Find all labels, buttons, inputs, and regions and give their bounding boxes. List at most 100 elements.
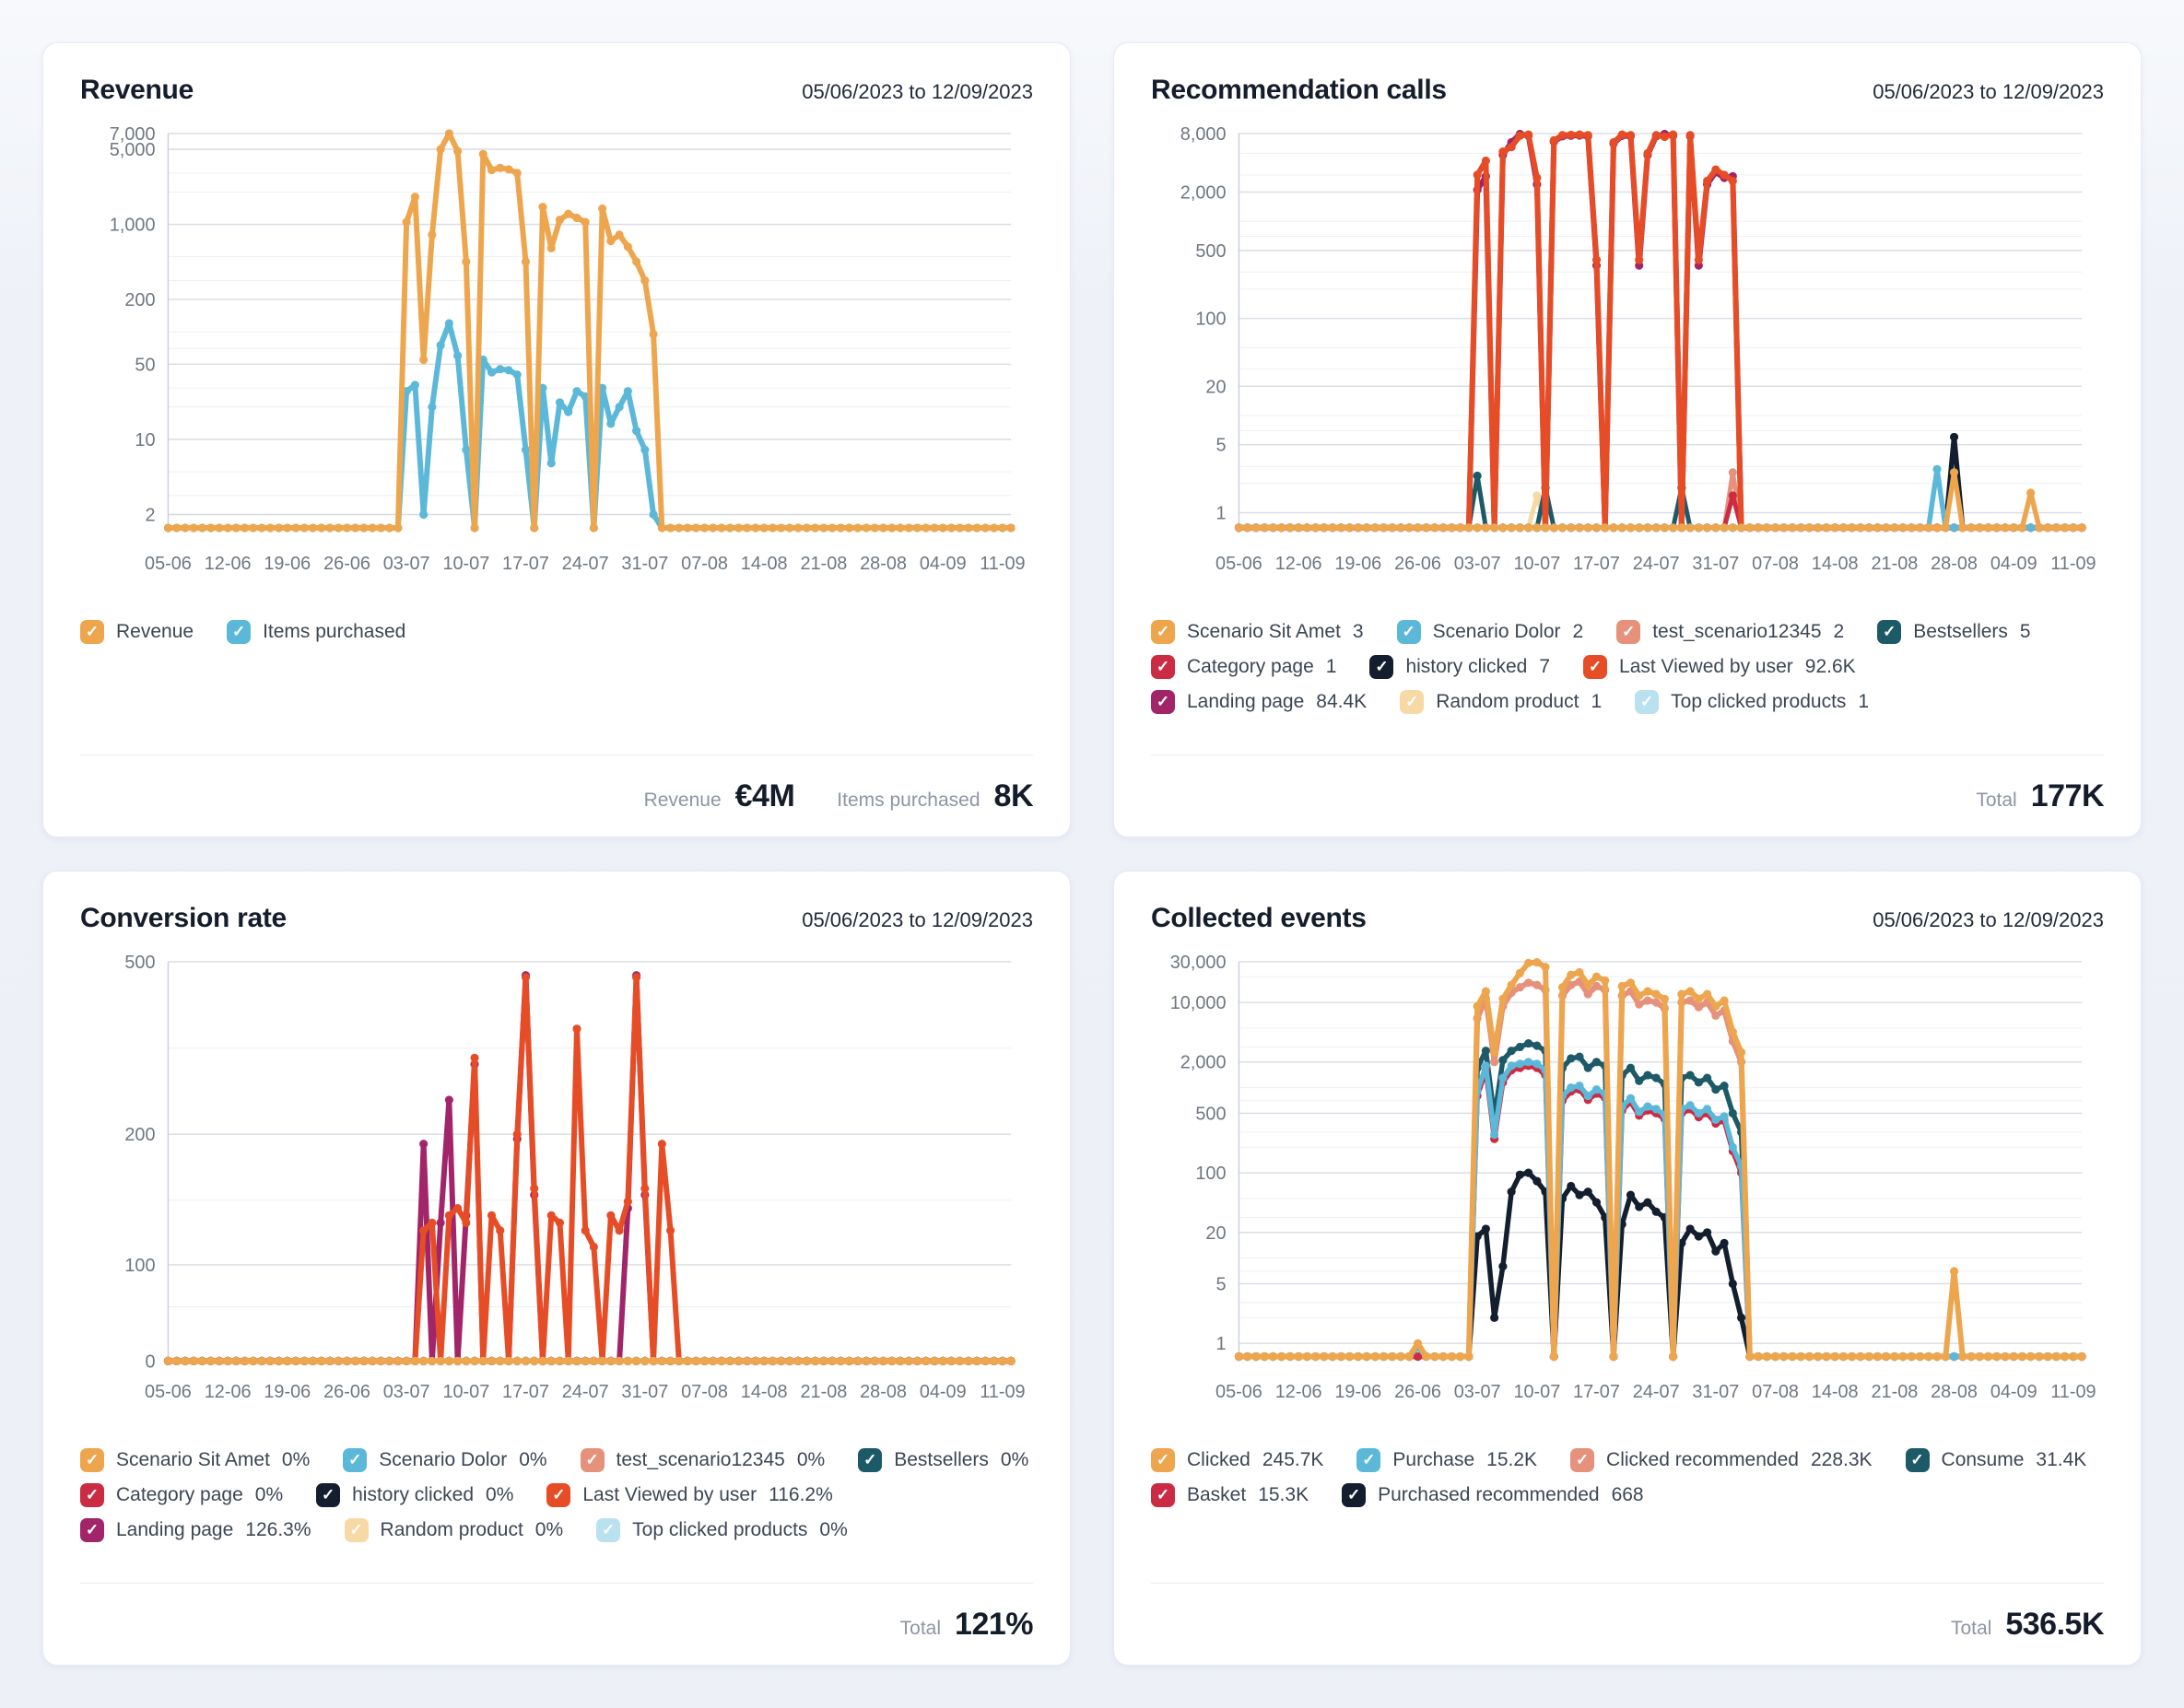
legend-value: 668 bbox=[1611, 1483, 1644, 1505]
spacer bbox=[1151, 1507, 2104, 1583]
legend-item: ✓ Landing page 126.3% bbox=[80, 1517, 311, 1542]
legend-checkbox[interactable]: ✓ bbox=[1396, 619, 1421, 644]
legend-checkbox[interactable]: ✓ bbox=[1635, 689, 1660, 714]
legend-checkbox[interactable]: ✓ bbox=[1905, 1447, 1930, 1472]
legend-value: 245.7K bbox=[1262, 1448, 1324, 1470]
svg-text:11-09: 11-09 bbox=[2050, 554, 2096, 574]
svg-text:07-08: 07-08 bbox=[681, 554, 728, 574]
legend-value: 0% bbox=[1000, 1448, 1029, 1470]
svg-text:07-08: 07-08 bbox=[1752, 554, 1799, 574]
legend-label: Random product bbox=[380, 1518, 523, 1540]
legend-checkbox[interactable]: ✓ bbox=[1400, 689, 1425, 714]
card-header: Conversion rate 05/06/2023 to 12/09/2023 bbox=[80, 903, 1033, 934]
page-title-recommendation-calls: Recommendation calls bbox=[1151, 75, 1447, 105]
svg-text:14-08: 14-08 bbox=[741, 1382, 788, 1402]
legend-item: ✓ Category page 1 bbox=[1151, 654, 1337, 679]
page-title-conversion-rate: Conversion rate bbox=[80, 903, 287, 933]
svg-text:20: 20 bbox=[1205, 377, 1226, 397]
svg-text:200: 200 bbox=[124, 290, 155, 310]
legend-checkbox[interactable]: ✓ bbox=[1369, 654, 1394, 679]
total-label: Revenue bbox=[643, 789, 722, 811]
legend-checkbox[interactable]: ✓ bbox=[1583, 654, 1608, 679]
legend-checkbox[interactable]: ✓ bbox=[316, 1482, 341, 1507]
legend-value: 1 bbox=[1325, 655, 1337, 677]
legend-label: Items purchased bbox=[263, 620, 406, 642]
svg-text:11-09: 11-09 bbox=[2050, 1382, 2096, 1402]
legend-label: Scenario Dolor bbox=[379, 1448, 508, 1470]
legend-checkbox[interactable]: ✓ bbox=[80, 1447, 104, 1472]
legend-item: ✓ Bestsellers 5 bbox=[1877, 619, 2031, 644]
svg-text:21-08: 21-08 bbox=[1871, 1382, 1918, 1402]
legend-checkbox[interactable]: ✓ bbox=[80, 1482, 104, 1507]
legend-item: ✓ Clicked 245.7K bbox=[1151, 1447, 1324, 1472]
legend-value: 0% bbox=[819, 1518, 848, 1540]
legend-checkbox[interactable]: ✓ bbox=[1151, 619, 1175, 644]
legend-item: ✓ Category page 0% bbox=[80, 1482, 283, 1507]
legend-checkbox[interactable]: ✓ bbox=[343, 1447, 368, 1472]
legend-checkbox[interactable]: ✓ bbox=[1151, 654, 1175, 679]
legend-value: 31.4K bbox=[2036, 1448, 2087, 1470]
legend-item: ✓ Revenue bbox=[80, 619, 194, 644]
total: Total 536.5K bbox=[1951, 1607, 2104, 1643]
svg-text:28-08: 28-08 bbox=[1931, 1382, 1978, 1402]
legend-item: ✓ Clicked recommended 228.3K bbox=[1570, 1447, 1873, 1472]
total-value: 536.5K bbox=[2005, 1606, 2104, 1642]
svg-text:04-09: 04-09 bbox=[1990, 554, 2037, 574]
total: Total 177K bbox=[1976, 778, 2104, 814]
legend-value: 2 bbox=[1572, 620, 1584, 642]
svg-text:21-08: 21-08 bbox=[800, 1382, 847, 1402]
svg-text:5: 5 bbox=[1215, 436, 1226, 456]
legend-checkbox[interactable]: ✓ bbox=[580, 1447, 605, 1472]
legend-checkbox[interactable]: ✓ bbox=[344, 1517, 369, 1542]
legend-label: Purchase bbox=[1392, 1448, 1475, 1470]
legend-item: ✓ Basket 15.3K bbox=[1151, 1482, 1309, 1507]
svg-text:200: 200 bbox=[124, 1125, 155, 1145]
card-header: Revenue 05/06/2023 to 12/09/2023 bbox=[80, 75, 1033, 106]
legend-checkbox[interactable]: ✓ bbox=[80, 1517, 104, 1542]
legend-item: ✓ Last Viewed by user 116.2% bbox=[546, 1482, 833, 1507]
legend-label: Random product bbox=[1436, 690, 1579, 712]
svg-text:19-06: 19-06 bbox=[1334, 1382, 1381, 1402]
legend-checkbox[interactable]: ✓ bbox=[1616, 619, 1641, 644]
svg-text:500: 500 bbox=[1195, 241, 1226, 262]
legend-checkbox[interactable]: ✓ bbox=[1151, 689, 1175, 714]
recommendation-calls-chart: 8,000 2,000 500 100 20 5 1 05-06 12-06 19-06 26-06… bbox=[1151, 119, 2104, 618]
collected-events-chart: 30,000 10,000 2,000 500 100 20 5 1 05-06 12-06 19-… bbox=[1151, 947, 2104, 1446]
svg-text:07-08: 07-08 bbox=[1752, 1382, 1799, 1402]
recommendation-calls-chart-canvas[interactable]: 8,000 2,000 500 100 20 5 1 05-06 12-06 19-06 26-06… bbox=[1151, 119, 2104, 618]
legend-checkbox[interactable]: ✓ bbox=[1877, 619, 1902, 644]
revenue-card: Revenue 05/06/2023 to 12/09/2023 7,000 5,… bbox=[42, 42, 1071, 837]
total: Items purchased 8K bbox=[837, 778, 1033, 814]
legend-label: history clicked bbox=[1405, 655, 1528, 677]
svg-text:31-07: 31-07 bbox=[1692, 554, 1739, 574]
legend-checkbox[interactable]: ✓ bbox=[546, 1482, 571, 1507]
legend-item: ✓ Scenario Dolor 0% bbox=[343, 1447, 547, 1472]
total-value: €4M bbox=[734, 778, 795, 813]
legend-checkbox[interactable]: ✓ bbox=[1151, 1482, 1175, 1507]
recommendation-calls-legend: ✓ Scenario Sit Amet 3 ✓ Scenario Dolor 2 ✓ test… bbox=[1151, 619, 2104, 714]
svg-text:24-07: 24-07 bbox=[562, 1382, 609, 1402]
conversion-rate-totals: Total 121% bbox=[80, 1583, 1033, 1665]
legend-value: 1 bbox=[1591, 690, 1603, 712]
legend-checkbox[interactable]: ✓ bbox=[1570, 1447, 1595, 1472]
legend-checkbox[interactable]: ✓ bbox=[1151, 1447, 1175, 1472]
legend-checkbox[interactable]: ✓ bbox=[858, 1447, 883, 1472]
legend-checkbox[interactable]: ✓ bbox=[80, 619, 104, 644]
svg-text:10,000: 10,000 bbox=[1170, 993, 1227, 1013]
legend-checkbox[interactable]: ✓ bbox=[1342, 1482, 1367, 1507]
legend-label: Purchased recommended bbox=[1378, 1483, 1600, 1505]
conversion-rate-chart-canvas[interactable]: 500 200 100 0 05-06 12-06 19-06 26-06 03-07 10-07… bbox=[80, 947, 1033, 1446]
collected-events-chart-canvas[interactable]: 30,000 10,000 2,000 500 100 20 5 1 05-06 12-06 19-… bbox=[1151, 947, 2104, 1446]
legend-item: ✓ Scenario Dolor 2 bbox=[1396, 619, 1584, 644]
legend-checkbox[interactable]: ✓ bbox=[1356, 1447, 1381, 1472]
legend-value: 15.3K bbox=[1258, 1483, 1309, 1505]
legend-checkbox[interactable]: ✓ bbox=[596, 1517, 621, 1542]
total: Revenue €4M bbox=[644, 778, 795, 814]
legend-item: ✓ Purchase 15.2K bbox=[1356, 1447, 1537, 1472]
svg-text:14-08: 14-08 bbox=[1812, 1382, 1859, 1402]
legend-checkbox[interactable]: ✓ bbox=[227, 619, 252, 644]
svg-text:03-07: 03-07 bbox=[1454, 554, 1501, 574]
series-landing-page bbox=[163, 971, 1016, 1365]
svg-text:17-07: 17-07 bbox=[1573, 1382, 1620, 1402]
